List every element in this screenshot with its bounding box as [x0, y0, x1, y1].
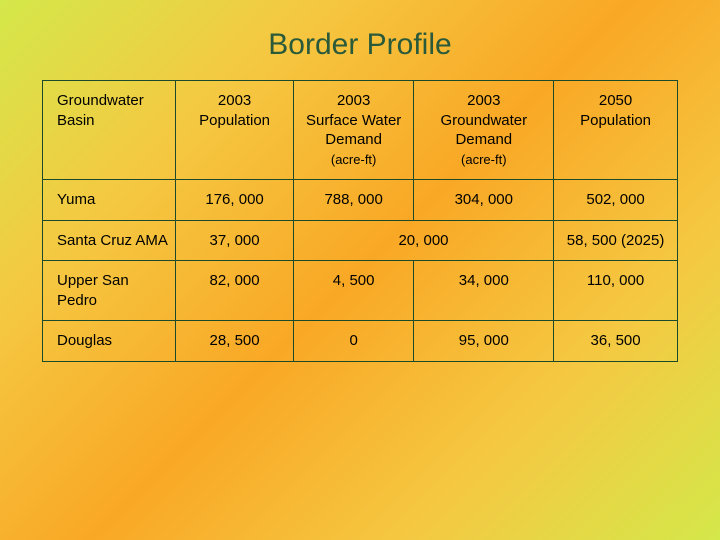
cell-value: 0	[293, 321, 414, 362]
col-surface-year: 2003	[300, 91, 408, 111]
table-container: Groundwater Basin 2003 Population 2003 S…	[0, 80, 720, 362]
col-surface-label: Surface Water Demand	[300, 111, 408, 150]
col-surface-unit: (acre-ft)	[331, 152, 377, 167]
table-row: Santa Cruz AMA 37, 000 20, 000 58, 500 (…	[43, 220, 678, 261]
border-profile-table: Groundwater Basin 2003 Population 2003 S…	[42, 80, 678, 362]
table-row: Douglas 28, 500 0 95, 000 36, 500	[43, 321, 678, 362]
table-row: Yuma 176, 000 788, 000 304, 000 502, 000	[43, 180, 678, 221]
page-title: Border Profile	[0, 0, 720, 80]
cell-value: 28, 500	[176, 321, 293, 362]
col-basin: Groundwater Basin	[43, 81, 176, 180]
cell-value: 4, 500	[293, 261, 414, 321]
col-basin-label: Groundwater Basin	[57, 92, 144, 129]
col-pop2050: 2050 Population	[554, 81, 678, 180]
col-pop2003-label: Population	[182, 111, 286, 131]
col-gw-unit: (acre-ft)	[461, 152, 507, 167]
cell-value: 176, 000	[176, 180, 293, 221]
cell-value: 34, 000	[414, 261, 554, 321]
cell-basin: Santa Cruz AMA	[43, 220, 176, 261]
cell-basin: Upper San Pedro	[43, 261, 176, 321]
cell-value-merged: 20, 000	[293, 220, 553, 261]
col-pop2050-label: Population	[560, 111, 671, 131]
col-gw: 2003 Groundwater Demand (acre-ft)	[414, 81, 554, 180]
table-row: Upper San Pedro 82, 000 4, 500 34, 000 1…	[43, 261, 678, 321]
col-pop2003-year: 2003	[182, 91, 286, 111]
cell-value: 58, 500 (2025)	[554, 220, 678, 261]
cell-basin: Douglas	[43, 321, 176, 362]
cell-value: 304, 000	[414, 180, 554, 221]
cell-value: 788, 000	[293, 180, 414, 221]
cell-value: 82, 000	[176, 261, 293, 321]
col-surface: 2003 Surface Water Demand (acre-ft)	[293, 81, 414, 180]
cell-basin: Yuma	[43, 180, 176, 221]
col-gw-year: 2003	[420, 91, 547, 111]
col-pop2050-year: 2050	[560, 91, 671, 111]
cell-value: 502, 000	[554, 180, 678, 221]
col-pop2003: 2003 Population	[176, 81, 293, 180]
cell-value: 37, 000	[176, 220, 293, 261]
cell-value: 110, 000	[554, 261, 678, 321]
col-gw-label: Groundwater Demand	[420, 111, 547, 150]
cell-value: 36, 500	[554, 321, 678, 362]
table-header-row: Groundwater Basin 2003 Population 2003 S…	[43, 81, 678, 180]
cell-value: 95, 000	[414, 321, 554, 362]
